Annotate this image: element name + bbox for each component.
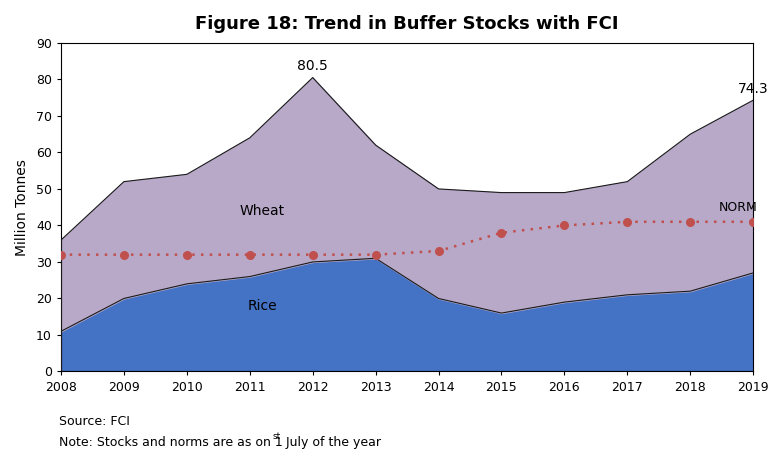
Text: Rice: Rice	[248, 299, 278, 313]
Text: Note: Stocks and norms are as on 1: Note: Stocks and norms are as on 1	[59, 436, 282, 449]
Text: st: st	[272, 431, 281, 441]
Text: NORM: NORM	[719, 202, 757, 214]
Text: Source: FCI: Source: FCI	[59, 415, 129, 428]
Title: Figure 18: Trend in Buffer Stocks with FCI: Figure 18: Trend in Buffer Stocks with F…	[195, 15, 619, 33]
Y-axis label: Million Tonnes: Million Tonnes	[15, 159, 29, 256]
Text: July of the year: July of the year	[282, 436, 381, 449]
Text: Wheat: Wheat	[240, 204, 285, 218]
Text: 80.5: 80.5	[297, 59, 328, 73]
Text: 74.3: 74.3	[738, 82, 768, 96]
